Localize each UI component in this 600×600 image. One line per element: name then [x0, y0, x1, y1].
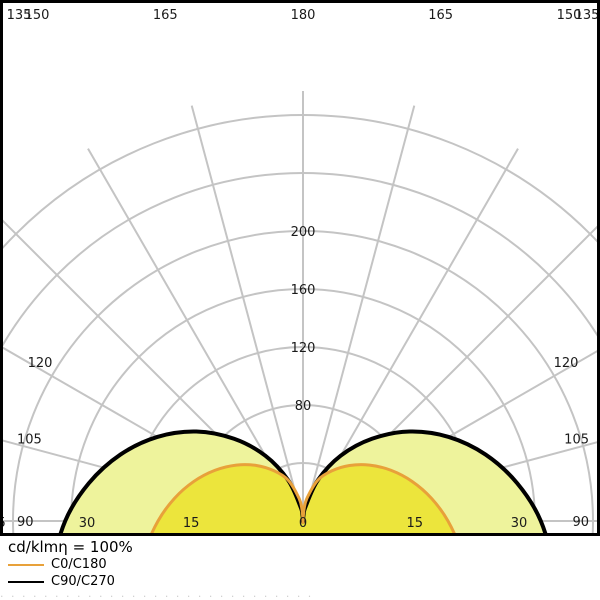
labels-group: 8012016020045301501530451201059075604512…: [3, 8, 600, 531]
polar-grid-svg: 8012016020045301501530451201059075604512…: [3, 8, 600, 533]
angle-label-top-165-4: 165: [428, 8, 453, 23]
angle-label-top-135-0: 135: [7, 8, 32, 23]
legend-swatch-c90c270: [8, 580, 44, 583]
angle-label-bottom-15-4: 15: [407, 516, 424, 531]
grid-spoke-165: [302, 105, 416, 522]
radial-tick-120: 120: [291, 341, 316, 356]
curve-line-c0c180: [150, 463, 456, 533]
radial-tick-200: 200: [291, 225, 316, 240]
curve-fill-c0c180: [151, 464, 455, 533]
radial-tick-160: 160: [291, 283, 316, 298]
angle-label-top-180-3: 180: [291, 8, 316, 23]
angle-label-right-105: 105: [564, 433, 589, 448]
legend-row-c90c270: C90/C270: [6, 573, 306, 590]
polar-plot-frame: 8012016020045301501530451201059075604512…: [0, 0, 600, 536]
angle-label-top-150-1: 150: [25, 8, 50, 23]
curves-group: [58, 429, 548, 533]
angle-label-bottom-0-3: 0: [299, 516, 307, 531]
angle-label-left-105: 105: [17, 433, 42, 448]
angle-label-left-120: 120: [28, 356, 53, 371]
legend-label-c90c270: C90/C270: [51, 574, 115, 589]
angle-label-bottom-30-5: 30: [511, 516, 528, 531]
angle-label-top-135-6: 135: [575, 8, 600, 23]
angle-label-right-90: 90: [572, 515, 589, 530]
legend-swatch-c0c180: [8, 563, 44, 566]
angle-label-left-90: 90: [17, 515, 34, 530]
grid-group: [3, 91, 597, 533]
angle-label-top-165-2: 165: [153, 8, 178, 23]
angle-label-bottom-15-2: 15: [183, 516, 200, 531]
angle-label-bottom-45-0: 45: [3, 516, 6, 531]
legend-title: cd/klmη = 100%: [8, 538, 133, 556]
grid-spoke--165: [190, 105, 304, 522]
angle-label-top-150-5: 150: [557, 8, 582, 23]
legend-label-c0c180: C0/C180: [51, 557, 107, 572]
radial-tick-80: 80: [295, 399, 312, 414]
legend-row-c0c180: C0/C180: [6, 556, 306, 573]
footer-clipped-text: · · · · · · · · · · · · · · · · · · · · …: [0, 590, 314, 600]
angle-label-right-120: 120: [554, 356, 579, 371]
legend: cd/klmη = 100% C0/C180 C90/C270: [6, 538, 306, 590]
angle-label-bottom-30-1: 30: [79, 516, 96, 531]
